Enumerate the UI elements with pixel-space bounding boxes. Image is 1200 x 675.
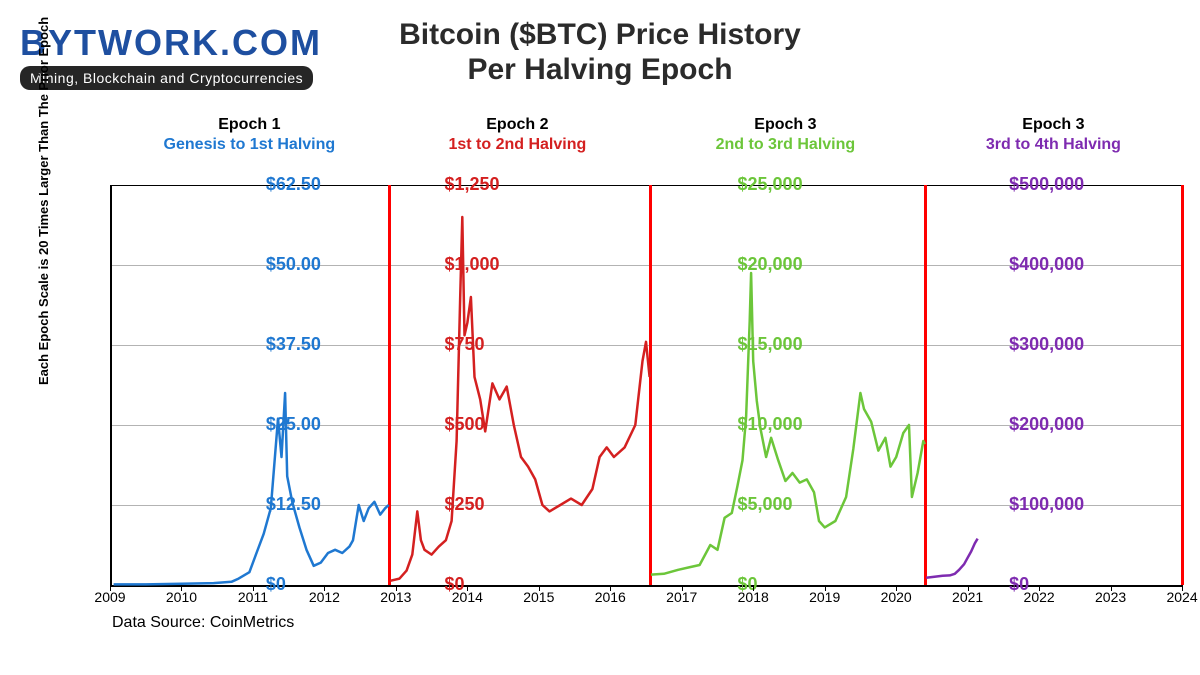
price-line-epoch-4: [926, 539, 977, 578]
x-tick: 2010: [166, 589, 197, 605]
price-line-epoch-3: [651, 273, 925, 575]
x-tick: 2013: [380, 589, 411, 605]
data-source: Data Source: CoinMetrics: [112, 614, 294, 632]
y-axis-caption: Each Epoch Scale is 20 Times Larger Than…: [36, 17, 51, 385]
x-tick: 2018: [738, 589, 769, 605]
epoch-subtitle: Genesis to 1st Halving: [129, 135, 369, 155]
price-line-epoch-1: [114, 393, 389, 584]
chart-title-line1: Bitcoin ($BTC) Price History: [0, 18, 1200, 53]
epoch-title: Epoch 1: [129, 115, 369, 135]
x-tick: 2024: [1166, 589, 1197, 605]
epoch-title: Epoch 3: [665, 115, 905, 135]
price-chart: [110, 185, 1182, 585]
x-tick: 2023: [1095, 589, 1126, 605]
x-tick: 2017: [666, 589, 697, 605]
x-tick: 2016: [595, 589, 626, 605]
x-tick: 2022: [1024, 589, 1055, 605]
x-tick: 2019: [809, 589, 840, 605]
epoch-subtitle: 1st to 2nd Halving: [397, 135, 637, 155]
x-tick: 2011: [238, 589, 268, 605]
price-line-epoch-2: [390, 217, 649, 581]
epoch-subtitle: 2nd to 3rd Halving: [665, 135, 905, 155]
x-tick: 2012: [309, 589, 340, 605]
x-tick: 2009: [94, 589, 125, 605]
x-tick: 2021: [952, 589, 983, 605]
epoch-title: Epoch 3: [933, 115, 1173, 135]
x-tick: 2014: [452, 589, 483, 605]
chart-title-line2: Per Halving Epoch: [0, 53, 1200, 88]
x-tick: 2015: [523, 589, 554, 605]
epoch-subtitle: 3rd to 4th Halving: [933, 135, 1173, 155]
chart-title: Bitcoin ($BTC) Price History Per Halving…: [0, 18, 1200, 87]
x-tick: 2020: [881, 589, 912, 605]
epoch-title: Epoch 2: [397, 115, 637, 135]
